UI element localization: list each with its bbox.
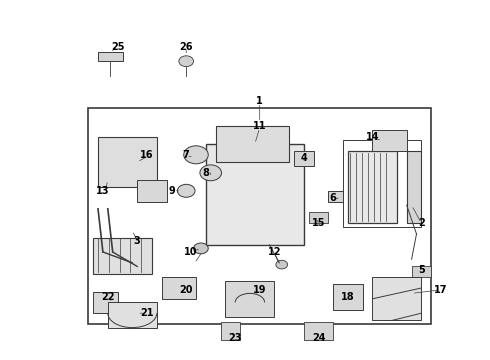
Text: 24: 24	[312, 333, 325, 343]
Bar	[309, 212, 328, 223]
Text: 25: 25	[111, 42, 124, 52]
Bar	[93, 292, 118, 313]
Bar	[372, 130, 407, 151]
Bar	[108, 302, 157, 328]
Bar	[333, 284, 363, 310]
Circle shape	[276, 260, 288, 269]
Circle shape	[177, 184, 195, 197]
Bar	[407, 151, 421, 223]
Circle shape	[184, 146, 208, 164]
Bar	[328, 191, 343, 202]
Bar	[225, 281, 274, 317]
Text: 4: 4	[300, 153, 307, 163]
Text: 14: 14	[366, 132, 379, 142]
Bar	[206, 144, 304, 245]
Text: 2: 2	[418, 218, 425, 228]
Circle shape	[179, 56, 194, 67]
Text: 17: 17	[434, 285, 448, 295]
Bar	[412, 266, 431, 277]
Text: 9: 9	[168, 186, 175, 196]
Text: 15: 15	[312, 218, 325, 228]
Circle shape	[194, 243, 208, 254]
Text: 13: 13	[96, 186, 110, 196]
Bar	[98, 52, 122, 61]
Bar	[216, 126, 289, 162]
Text: 23: 23	[228, 333, 242, 343]
Text: 16: 16	[140, 150, 154, 160]
Text: 1: 1	[256, 96, 263, 106]
Text: 8: 8	[202, 168, 209, 178]
Text: 12: 12	[268, 247, 281, 257]
Circle shape	[200, 165, 221, 181]
Text: 22: 22	[101, 292, 115, 302]
Text: 19: 19	[253, 285, 267, 295]
Text: 6: 6	[330, 193, 337, 203]
Text: 26: 26	[179, 42, 193, 52]
Bar	[162, 277, 196, 299]
Text: 21: 21	[140, 308, 154, 318]
Bar	[137, 180, 167, 202]
Text: 20: 20	[179, 285, 193, 295]
Text: 5: 5	[418, 265, 425, 275]
Bar	[93, 238, 152, 274]
Text: 7: 7	[183, 150, 190, 160]
Text: 18: 18	[341, 292, 355, 302]
Bar	[294, 151, 314, 166]
Bar	[348, 151, 397, 223]
Bar	[343, 140, 421, 227]
Bar	[372, 277, 421, 320]
Text: 10: 10	[184, 247, 198, 257]
Bar	[304, 322, 333, 340]
Bar	[98, 137, 157, 187]
Bar	[220, 322, 240, 340]
Bar	[88, 108, 431, 324]
Text: 11: 11	[253, 121, 267, 131]
Text: 3: 3	[134, 236, 141, 246]
